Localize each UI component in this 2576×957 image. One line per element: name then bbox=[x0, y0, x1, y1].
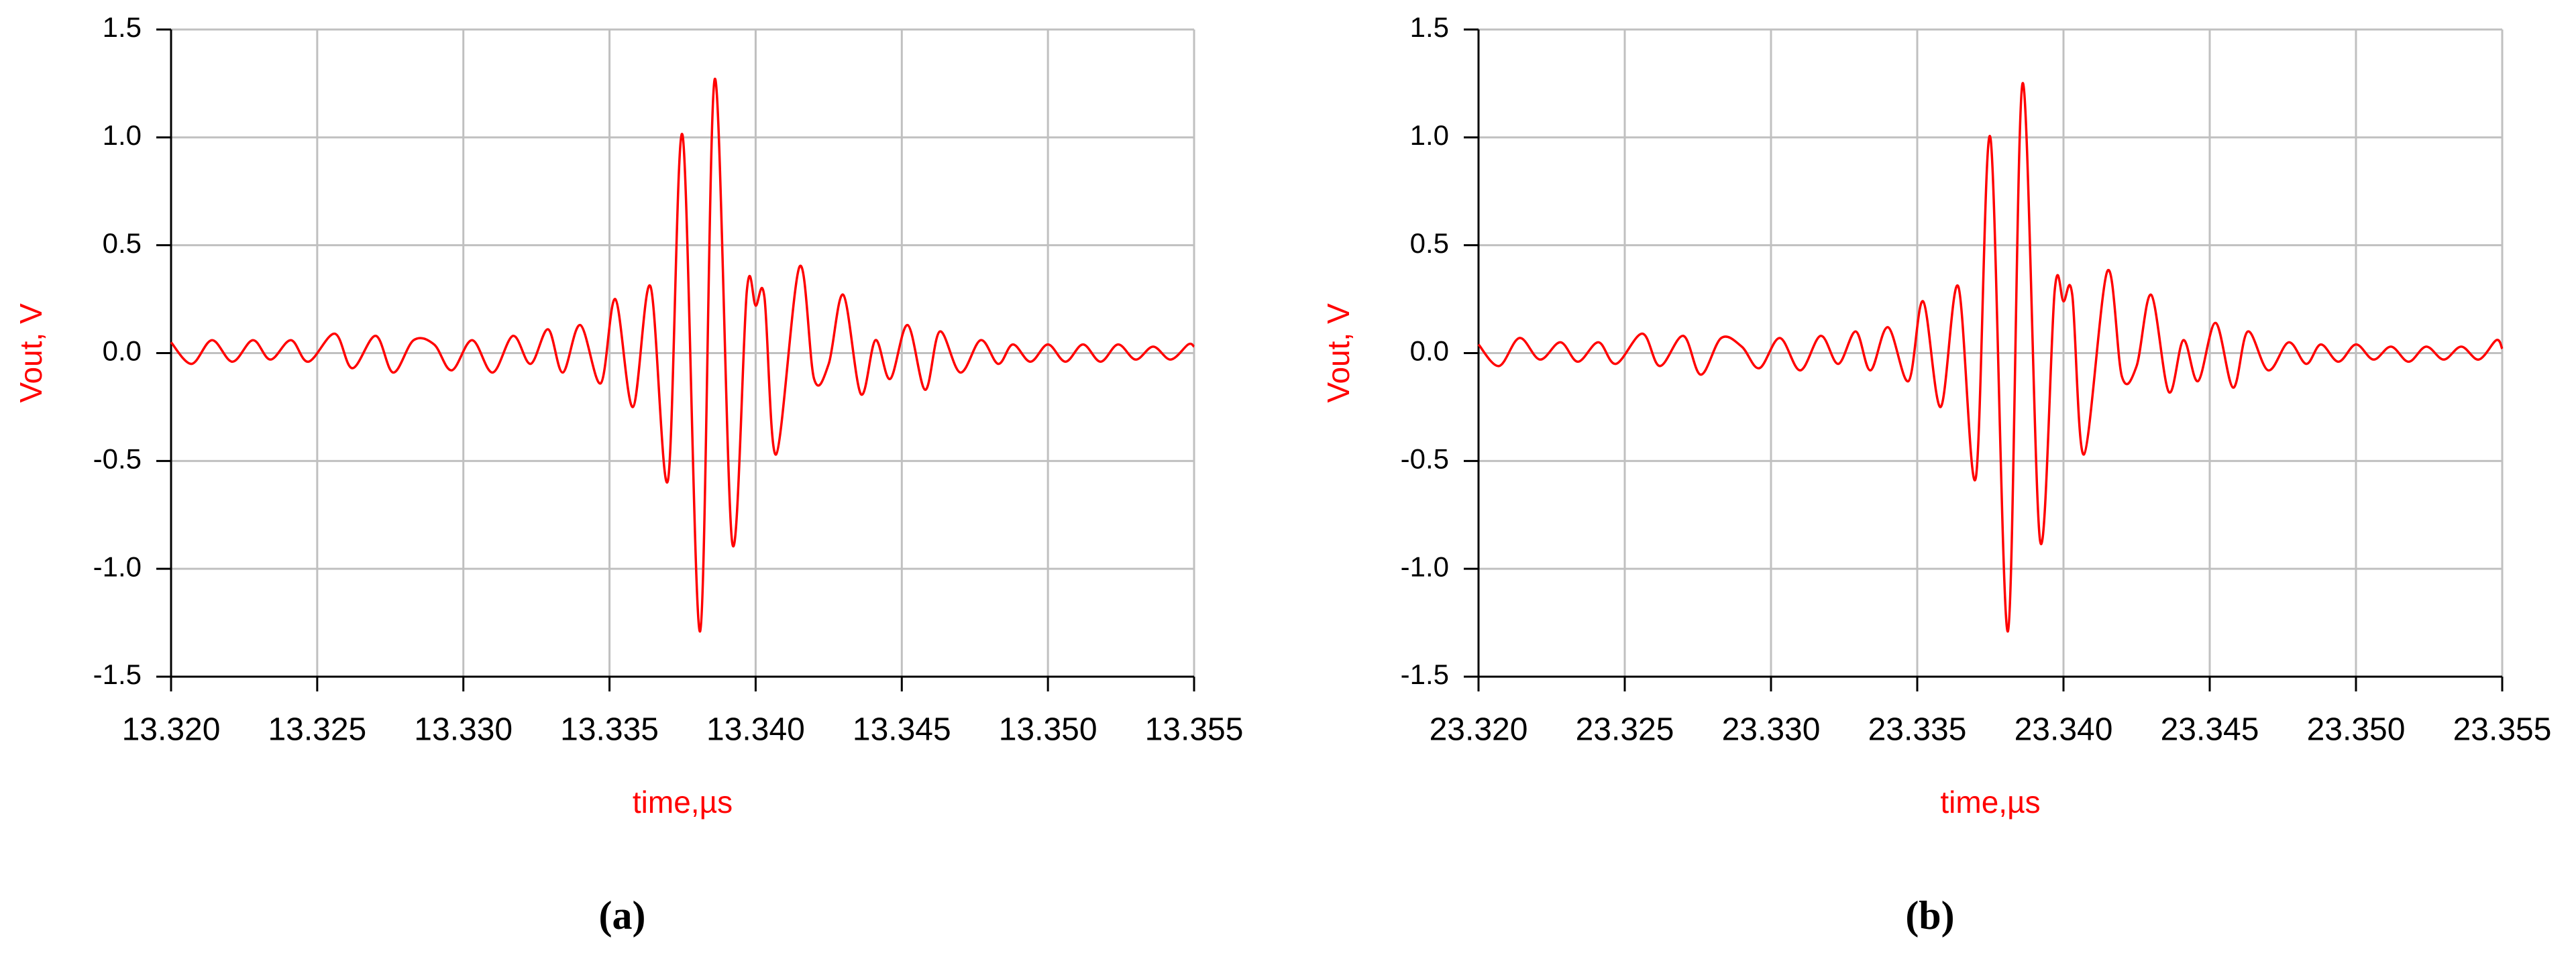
x-tick-label: 13.330 bbox=[414, 712, 513, 748]
x-tick-label: 13.335 bbox=[560, 712, 659, 748]
x-tick-label: 23.340 bbox=[2015, 712, 2113, 748]
y-tick-label: 0.5 bbox=[103, 227, 142, 259]
y-tick-label: 0.0 bbox=[1410, 335, 1449, 367]
y-axis-label: Vout, V bbox=[13, 303, 48, 403]
y-tick-label: 1.5 bbox=[1410, 11, 1449, 43]
caption: (a) bbox=[599, 893, 646, 938]
y-tick-label: -1.5 bbox=[93, 659, 142, 690]
x-tick-label: 23.325 bbox=[1576, 712, 1674, 748]
x-tick-label: 13.325 bbox=[268, 712, 366, 748]
y-tick-label: -0.5 bbox=[93, 443, 142, 474]
x-tick-label: 13.355 bbox=[1145, 712, 1244, 748]
y-tick-label: -1.5 bbox=[1401, 659, 1449, 690]
x-axis-label: time,µs bbox=[633, 785, 733, 820]
y-tick-label: 1.5 bbox=[103, 11, 142, 43]
x-tick-label: 23.330 bbox=[1722, 712, 1821, 748]
x-tick-label: 13.350 bbox=[999, 712, 1097, 748]
x-tick-label: 23.350 bbox=[2307, 712, 2406, 748]
x-axis-label: time,µs bbox=[1940, 785, 2040, 820]
x-tick-label: 23.320 bbox=[1430, 712, 1528, 748]
x-tick-label: 13.345 bbox=[853, 712, 951, 748]
y-tick-label: -1.0 bbox=[93, 551, 142, 582]
y-tick-label: 0.5 bbox=[1410, 227, 1449, 259]
x-tick-label: 23.335 bbox=[1868, 712, 1967, 748]
x-tick-label: 23.355 bbox=[2453, 712, 2552, 748]
x-tick-label: 23.345 bbox=[2161, 712, 2259, 748]
signal-line bbox=[170, 78, 1195, 633]
x-tick-label: 13.340 bbox=[706, 712, 805, 748]
x-tick-label: 13.320 bbox=[122, 712, 221, 748]
caption: (b) bbox=[1905, 893, 1954, 938]
y-tick-label: 1.0 bbox=[103, 119, 142, 151]
y-tick-label: -0.5 bbox=[1401, 443, 1449, 474]
y-axis-label: Vout, V bbox=[1321, 303, 1356, 403]
y-tick-label: 0.0 bbox=[103, 335, 142, 367]
y-tick-label: -1.0 bbox=[1401, 551, 1449, 582]
y-tick-label: 1.0 bbox=[1410, 119, 1449, 151]
signal-line bbox=[1477, 82, 2504, 633]
